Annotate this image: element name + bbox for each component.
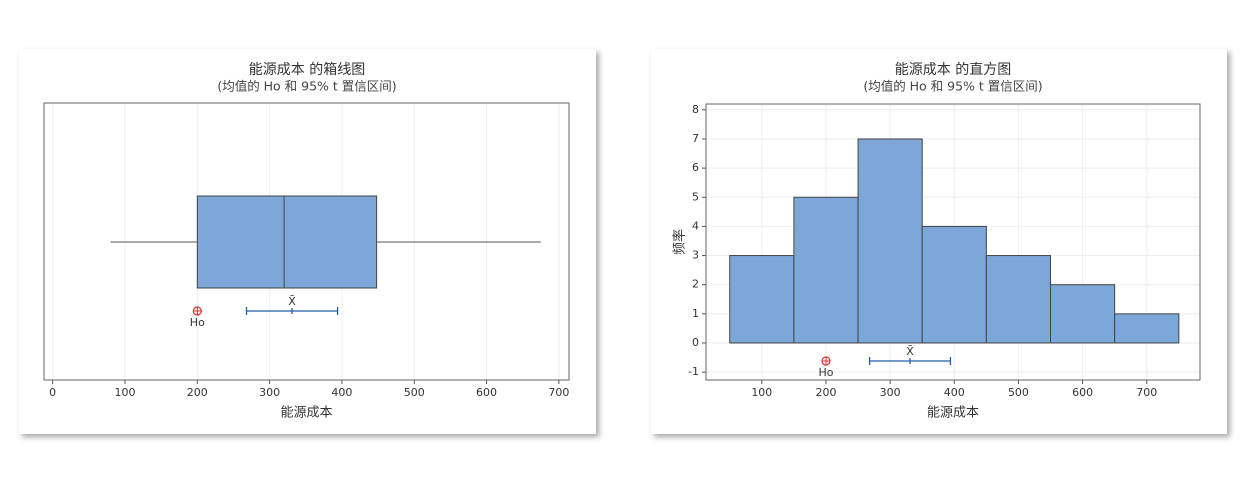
y-tick-label: 6: [692, 161, 699, 174]
plot-frame: [43, 102, 570, 381]
y-tick-label: 3: [692, 249, 699, 262]
hypothesis-label: Ho: [818, 366, 833, 379]
y-tick-label: 7: [692, 132, 699, 145]
x-tick-label: 0: [49, 386, 56, 399]
x-tick-label: 400: [944, 386, 965, 399]
x-tick-label: 100: [751, 386, 772, 399]
hypothesis-label: Ho: [190, 316, 205, 329]
mean-label: X̄: [288, 295, 296, 308]
x-tick-label: 500: [1008, 386, 1029, 399]
x-tick-label: 600: [476, 386, 497, 399]
chart-subtitle: (均值的 Ho 和 95% t 置信区间): [217, 79, 396, 94]
y-axis-label: 频率: [672, 229, 688, 255]
y-tick-label: 1: [692, 307, 699, 320]
mean-label: X̄: [906, 345, 914, 358]
x-axis-label: 能源成本: [280, 406, 332, 421]
y-tick-label: 2: [692, 278, 699, 291]
chart-title: 能源成本 的直方图: [895, 61, 1011, 78]
bar: [857, 138, 923, 344]
x-tick-label: 100: [114, 386, 135, 399]
bar: [1050, 284, 1116, 344]
x-tick-label: 700: [548, 386, 569, 399]
bar: [729, 255, 795, 344]
x-tick-label: 600: [1072, 386, 1093, 399]
x-tick-label: 200: [187, 386, 208, 399]
plot-frame: [705, 103, 1201, 381]
x-tick-label: 400: [331, 386, 352, 399]
x-tick-label: 300: [880, 386, 901, 399]
x-tick-label: 300: [259, 386, 280, 399]
y-tick-label: 8: [692, 103, 699, 116]
y-tick-label: -1: [688, 365, 699, 378]
bar: [793, 196, 859, 344]
box: [196, 195, 378, 289]
y-tick-label: 0: [692, 336, 699, 349]
x-tick-label: 500: [404, 386, 425, 399]
x-tick-label: 700: [1136, 386, 1157, 399]
x-tick-label: 200: [815, 386, 836, 399]
bar: [1114, 313, 1180, 344]
x-axis-label: 能源成本: [927, 406, 979, 421]
chart-subtitle: (均值的 Ho 和 95% t 置信区间): [863, 79, 1042, 94]
y-tick-label: 5: [692, 190, 699, 203]
y-tick-label: 4: [692, 219, 699, 232]
bar: [985, 255, 1052, 344]
bar: [921, 225, 987, 344]
chart-title: 能源成本 的箱线图: [249, 62, 365, 78]
